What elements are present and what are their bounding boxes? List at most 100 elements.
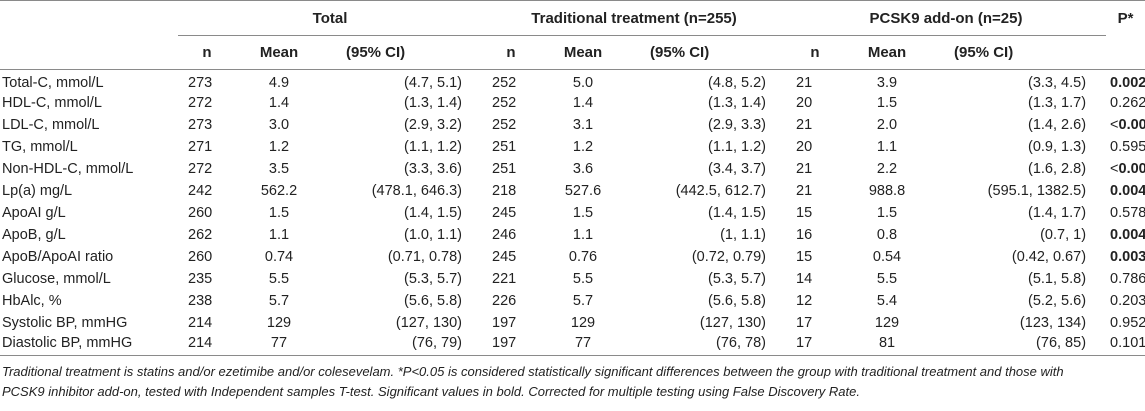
trad-ci-cell: (0.72, 0.79) bbox=[691, 248, 767, 265]
trad-n-cell: 246 bbox=[492, 226, 517, 243]
table-row: TG, mmol/L 271 1.2 (1.1, 1.2) 251 1.2 (1.1, 1.… bbox=[0, 136, 1145, 158]
p-value-cell: <0.001 bbox=[1106, 158, 1145, 180]
pcsk9-n-cell: 21 bbox=[796, 75, 813, 92]
p-value: 0.578 bbox=[1110, 204, 1145, 221]
table-row: Systolic BP, mmHG 214 129 (127, 130) 197 129 (… bbox=[0, 312, 1145, 334]
pcsk9-ci-cell: (0.42, 0.67) bbox=[1011, 248, 1087, 265]
trad-n-cell: 245 bbox=[492, 248, 517, 265]
pcsk9-mean-cell: 81 bbox=[844, 333, 931, 356]
pcsk9-ci-cell: (595.1, 1382.5) bbox=[987, 182, 1087, 199]
p-value-prefix: < bbox=[1110, 160, 1119, 177]
total-n-cell: 242 bbox=[188, 182, 213, 199]
total-mean-cell: 77 bbox=[236, 333, 322, 356]
trad-mean-cell: 77 bbox=[540, 333, 627, 356]
total-n-cell: 238 bbox=[188, 292, 213, 309]
trad-n-cell: 251 bbox=[492, 160, 517, 177]
pcsk9-mean-cell: 1.5 bbox=[876, 94, 898, 111]
trad-ci-cell: (5.6, 5.8) bbox=[707, 292, 767, 309]
pcsk9-n-cell: 17 bbox=[796, 314, 813, 331]
trad-ci-cell: (1.4, 1.5) bbox=[707, 204, 767, 221]
p-value: 0.003 bbox=[1110, 248, 1145, 265]
p-value: 0.262 bbox=[1110, 94, 1145, 111]
trad-ci-header: (95% CI) bbox=[626, 35, 787, 70]
table-body: Total-C, mmol/L 273 4.9 (4.7, 5.1) 252 5.0 (4.… bbox=[0, 70, 1145, 356]
total-n-cell: 273 bbox=[188, 75, 213, 92]
total-n-header: n bbox=[178, 35, 236, 70]
p-value-cell: 0.578 bbox=[1106, 202, 1145, 224]
total-n-cell: 273 bbox=[188, 116, 213, 133]
p-value-cell: 0.002 bbox=[1106, 70, 1145, 92]
variable-cell: TG, mmol/L bbox=[2, 138, 78, 155]
table-row: ApoAI g/L 260 1.5 (1.4, 1.5) 245 1.5 (1.4, 1.5… bbox=[0, 202, 1145, 224]
pcsk9-ci-cell: (0.7, 1) bbox=[1040, 226, 1087, 243]
p-value-prefix: < bbox=[1110, 116, 1119, 133]
total-mean-cell: 3.0 bbox=[268, 116, 290, 133]
total-mean-cell: 1.4 bbox=[268, 94, 290, 111]
p-value: 0.203 bbox=[1110, 292, 1145, 309]
results-table: Total Traditional treatment (n=255) PCSK… bbox=[0, 0, 1145, 356]
total-ci-cell: (1.4, 1.5) bbox=[403, 204, 463, 221]
total-n-cell: 272 bbox=[188, 94, 213, 111]
trad-n-cell: 221 bbox=[492, 270, 517, 287]
p-value: 0.004 bbox=[1110, 226, 1145, 243]
variable-cell: ApoAI g/L bbox=[2, 204, 66, 221]
total-mean-cell: 1.2 bbox=[268, 138, 290, 155]
total-ci-cell: (1.0, 1.1) bbox=[403, 226, 463, 243]
table-row: Diastolic BP, mmHG 214 77 (76, 79) 197 77 (76,… bbox=[0, 333, 1145, 356]
trad-ci-cell: (5.3, 5.7) bbox=[707, 270, 767, 287]
trad-n-cell: 197 bbox=[492, 314, 517, 331]
table-row: ApoB, g/L 262 1.1 (1.0, 1.1) 246 1.1 (1, 1.1) 1… bbox=[0, 224, 1145, 246]
trad-ci-cell: (4.8, 5.2) bbox=[707, 75, 767, 92]
pcsk9-ci-cell: (5.1, 5.8) bbox=[1028, 270, 1087, 287]
table-footnote: Traditional treatment is statins and/or … bbox=[0, 356, 1145, 402]
trad-n-cell: 251 bbox=[492, 138, 517, 155]
group-header-row: Total Traditional treatment (n=255) PCSK… bbox=[0, 0, 1145, 36]
p-value-cell: 0.004 bbox=[1106, 224, 1145, 246]
variable-header bbox=[0, 0, 178, 36]
total-mean-header: Mean bbox=[236, 35, 322, 70]
total-n-cell: 260 bbox=[188, 248, 213, 265]
total-n-cell: 235 bbox=[188, 270, 213, 287]
p-value-cell: 0.003 bbox=[1106, 246, 1145, 268]
trad-mean-header: Mean bbox=[540, 35, 627, 70]
trad-mean-cell: 5.7 bbox=[572, 292, 594, 309]
total-ci-cell: (3.3, 3.6) bbox=[403, 160, 463, 177]
total-ci-cell: (2.9, 3.2) bbox=[403, 116, 463, 133]
total-n-cell: 260 bbox=[188, 204, 213, 221]
total-ci-cell: (1.1, 1.2) bbox=[403, 138, 463, 155]
trad-ci-cell: (3.4, 3.7) bbox=[707, 160, 767, 177]
total-group-header: Total bbox=[178, 0, 483, 36]
total-mean-cell: 5.7 bbox=[268, 292, 290, 309]
p-value-cell: 0.004 bbox=[1106, 180, 1145, 202]
total-n-cell: 271 bbox=[188, 138, 213, 155]
p-value-cell: 0.786 bbox=[1106, 268, 1145, 290]
pcsk9-mean-cell: 5.5 bbox=[876, 270, 898, 287]
trad-n-cell: 218 bbox=[492, 182, 517, 199]
p-value: 0.101 bbox=[1110, 334, 1145, 351]
total-ci-cell: (5.3, 5.7) bbox=[403, 270, 463, 287]
pcsk9-ci-cell: (1.4, 2.6) bbox=[1028, 116, 1087, 133]
p-value-cell: <0.001 bbox=[1106, 114, 1145, 136]
trad-ci-cell: (76, 78) bbox=[626, 333, 787, 356]
p-value-cell: 0.101 bbox=[1106, 333, 1145, 356]
variable-cell: Glucose, mmol/L bbox=[2, 270, 111, 287]
variable-cell: HDL-C, mmol/L bbox=[2, 94, 102, 111]
total-ci-cell: (127, 130) bbox=[395, 314, 463, 331]
p-value-cell: 0.595 bbox=[1106, 136, 1145, 158]
total-n-cell: 214 bbox=[188, 314, 213, 331]
table-row: Lp(a) mg/L 242 562.2 (478.1, 646.3) 218 527.6… bbox=[0, 180, 1145, 202]
pcsk9-mean-cell: 1.5 bbox=[876, 204, 898, 221]
total-ci-cell: (1.3, 1.4) bbox=[403, 94, 463, 111]
total-mean-cell: 1.1 bbox=[268, 226, 290, 243]
total-ci-cell: (4.7, 5.1) bbox=[403, 75, 463, 92]
pcsk9-ci-cell: (76, 85) bbox=[930, 333, 1107, 356]
trad-n-cell: 252 bbox=[492, 75, 517, 92]
trad-ci-cell: (2.9, 3.3) bbox=[707, 116, 767, 133]
total-mean-cell: 4.9 bbox=[268, 75, 290, 92]
total-mean-cell: 3.5 bbox=[268, 160, 290, 177]
trad-mean-cell: 1.4 bbox=[572, 94, 594, 111]
p-value-cell: 0.203 bbox=[1106, 290, 1145, 312]
trad-n-cell: 252 bbox=[492, 94, 517, 111]
pcsk9-ci-cell: (3.3, 4.5) bbox=[1028, 75, 1087, 92]
trad-mean-cell: 5.5 bbox=[572, 270, 594, 287]
